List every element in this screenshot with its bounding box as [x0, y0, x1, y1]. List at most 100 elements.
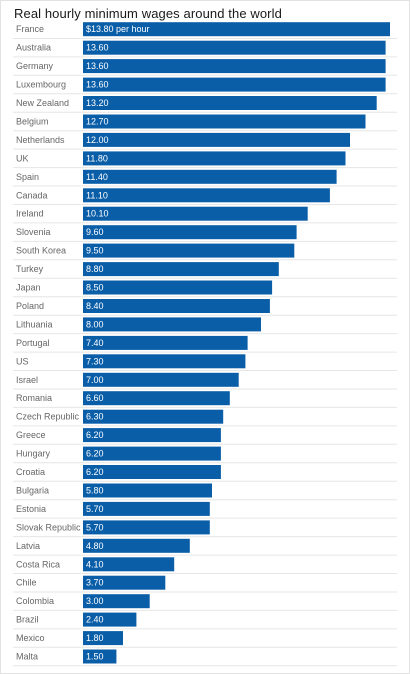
bar[interactable] [83, 372, 239, 387]
bar[interactable] [83, 206, 308, 221]
value-label: 11.40 [86, 172, 108, 182]
category-label: Luxembourg [16, 80, 66, 90]
bar[interactable] [83, 649, 117, 664]
value-label: 5.80 [86, 486, 104, 496]
bar[interactable] [83, 409, 224, 424]
value-label: 7.00 [86, 375, 104, 385]
value-label: 10.10 [86, 209, 109, 219]
bar[interactable] [83, 77, 386, 92]
category-label: Germany [16, 61, 54, 71]
bar[interactable] [83, 428, 221, 443]
bar[interactable] [83, 483, 212, 498]
category-label: Ireland [16, 209, 44, 219]
bar[interactable] [83, 188, 330, 203]
value-label: 12.00 [86, 135, 109, 145]
category-label: Czech Republic [16, 412, 80, 422]
category-label: Costa Rica [16, 559, 60, 569]
category-label: Latvia [16, 541, 40, 551]
category-label: Bulgaria [16, 486, 49, 496]
bar[interactable] [83, 151, 346, 166]
bar[interactable] [83, 538, 190, 553]
category-label: Mexico [16, 633, 45, 643]
value-label: 8.80 [86, 264, 104, 274]
bar[interactable] [83, 557, 175, 572]
bar[interactable] [83, 335, 248, 350]
value-label: 11.10 [86, 190, 108, 200]
category-label: US [16, 356, 29, 366]
value-label: 12.70 [86, 117, 109, 127]
category-label: Romania [16, 393, 52, 403]
category-label: Croatia [16, 467, 45, 477]
category-label: UK [16, 153, 29, 163]
value-label: 6.20 [86, 430, 104, 440]
value-label: 8.50 [86, 283, 104, 293]
value-label: 6.20 [86, 467, 104, 477]
value-label: 5.70 [86, 522, 104, 532]
bar[interactable] [83, 354, 246, 369]
value-label: 13.60 [86, 43, 109, 53]
value-label: 8.00 [86, 319, 104, 329]
value-label: 2.40 [86, 615, 104, 625]
value-label: 7.40 [86, 338, 104, 348]
bar[interactable] [83, 132, 350, 147]
category-label: New Zealand [16, 98, 69, 108]
bar[interactable] [83, 225, 297, 240]
category-label: Malta [16, 652, 38, 662]
value-label: 11.80 [86, 153, 108, 163]
category-label: Colombia [16, 596, 54, 606]
bar[interactable] [83, 465, 221, 479]
bar[interactable] [83, 575, 166, 590]
value-label: 7.30 [86, 356, 104, 366]
value-label: 3.70 [86, 578, 104, 588]
bar[interactable] [83, 299, 270, 313]
value-label: 5.70 [86, 504, 104, 514]
value-label: 3.00 [86, 596, 104, 606]
value-label: 13.60 [86, 80, 109, 90]
bar[interactable] [83, 114, 366, 129]
category-label: France [16, 24, 44, 34]
bar[interactable] [83, 631, 123, 646]
value-label: $13.80 per hour [86, 24, 150, 34]
bar[interactable] [83, 391, 230, 406]
category-label: Spain [16, 172, 39, 182]
value-label: 1.50 [86, 652, 104, 662]
category-label: Japan [16, 283, 41, 293]
bar[interactable] [83, 59, 386, 74]
bar[interactable] [83, 612, 137, 627]
category-label: Belgium [16, 117, 49, 127]
category-label: Australia [16, 43, 51, 53]
category-label: Chile [16, 578, 37, 588]
bar[interactable] [83, 262, 279, 277]
value-label: 9.50 [86, 246, 104, 256]
bar[interactable] [83, 501, 210, 516]
value-label: 4.80 [86, 541, 104, 551]
category-label: Hungary [16, 449, 51, 459]
bar[interactable] [83, 594, 150, 609]
bar[interactable] [83, 317, 261, 332]
value-label: 8.40 [86, 301, 104, 311]
category-label: Israel [16, 375, 38, 385]
category-label: Portugal [16, 338, 50, 348]
category-label: South Korea [16, 246, 66, 256]
value-label: 4.10 [86, 559, 104, 569]
bar[interactable] [83, 96, 377, 110]
bar[interactable] [83, 169, 337, 184]
bar[interactable] [83, 280, 273, 295]
bar[interactable] [83, 40, 386, 55]
category-label: Greece [16, 430, 46, 440]
chart-title: Real hourly minimum wages around the wor… [14, 6, 282, 21]
category-label: Slovak Republic [16, 522, 81, 532]
category-label: Turkey [16, 264, 44, 274]
category-label: Brazil [16, 615, 39, 625]
bar[interactable] [83, 243, 295, 258]
bar[interactable] [83, 22, 390, 37]
value-label: 6.60 [86, 393, 104, 403]
value-label: 9.60 [86, 227, 104, 237]
category-label: Lithuania [16, 319, 53, 329]
bar[interactable] [83, 446, 221, 461]
bar[interactable] [83, 520, 210, 535]
value-label: 6.20 [86, 449, 104, 459]
category-label: Poland [16, 301, 44, 311]
